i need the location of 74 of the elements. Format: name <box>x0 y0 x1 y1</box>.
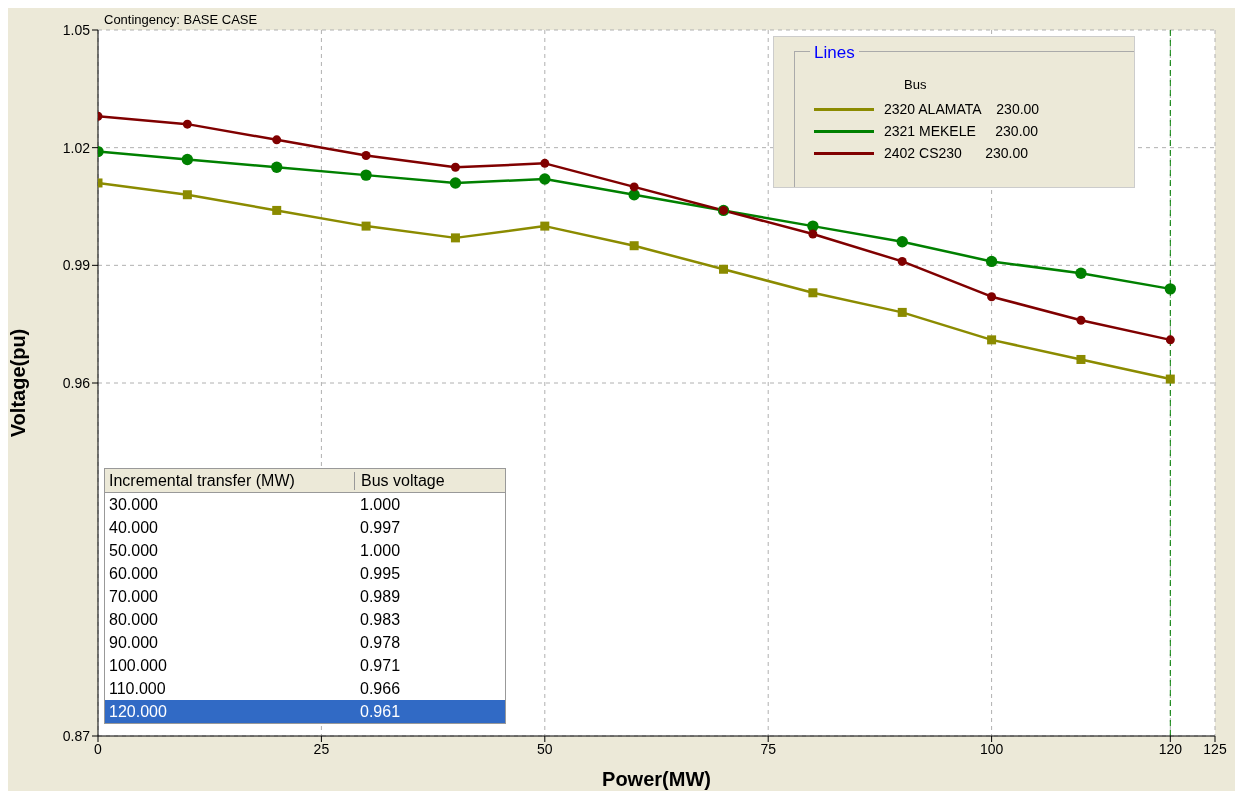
point <box>272 205 282 215</box>
point <box>182 190 192 200</box>
point <box>1164 283 1177 295</box>
legend-title: Lines <box>810 43 859 63</box>
point <box>1165 374 1175 384</box>
point <box>361 221 371 231</box>
annotation: 0.995 <box>359 564 401 583</box>
point <box>808 288 818 298</box>
annotation: Incremental transfer (MW) <box>105 471 355 490</box>
y-tick-label: 1.02 <box>62 139 91 156</box>
annotation: 30.000 <box>108 495 159 514</box>
y-tick-label: 1.05 <box>62 21 91 38</box>
annotation: 0.989 <box>359 587 401 606</box>
x-tick-label: 75 <box>760 740 777 757</box>
point <box>450 162 460 172</box>
point <box>540 158 550 168</box>
annotation: 0.997 <box>359 518 401 537</box>
annotation: 110.000 <box>108 679 167 698</box>
x-tick-label: 50 <box>537 740 553 757</box>
point <box>987 335 997 345</box>
point <box>719 264 729 274</box>
point <box>987 292 997 302</box>
point <box>1076 315 1086 325</box>
point <box>272 135 282 145</box>
point <box>897 256 907 266</box>
annotation: 0.971 <box>359 656 401 675</box>
x-tick-label: 100 <box>979 740 1004 757</box>
x-axis-title: Power(MW) <box>602 768 711 790</box>
chart-title: Contingency: BASE CASE <box>104 12 258 27</box>
annotation: 80.000 <box>108 610 159 629</box>
annotation: 100.000 <box>108 656 168 675</box>
x-tick-label: 125 <box>1203 740 1227 757</box>
point <box>1075 267 1087 279</box>
point <box>271 161 283 173</box>
y-tick-label: 0.87 <box>62 727 91 744</box>
x-tick-label: 120 <box>1158 740 1183 757</box>
annotation: 0.961 <box>359 702 401 721</box>
annotation: 0.983 <box>359 610 401 629</box>
annotation: 50.000 <box>108 541 159 560</box>
point <box>450 233 460 243</box>
legend-label: 2321 MEKELE 230.00 <box>884 123 1039 139</box>
point <box>540 221 550 231</box>
point <box>182 119 192 129</box>
point <box>449 177 462 189</box>
legend-label: 2402 CS230 230.00 <box>884 145 1028 161</box>
y-axis-title: Voltage(pu) <box>7 328 30 438</box>
point <box>985 255 998 268</box>
point <box>361 151 371 161</box>
annotation: 120.000 <box>108 702 168 721</box>
point <box>629 241 639 251</box>
legend-label: 2320 ALAMATA 230.00 <box>884 101 1040 117</box>
annotation: 1.000 <box>359 495 401 514</box>
x-tick-label: 0 <box>94 740 103 757</box>
annotation: 40.000 <box>108 518 159 537</box>
annotation: Bus <box>904 77 927 92</box>
y-tick-label: 0.99 <box>62 257 91 274</box>
annotation: 0.966 <box>359 679 401 698</box>
point <box>808 229 818 239</box>
point <box>539 173 551 185</box>
point <box>896 236 908 248</box>
point <box>1165 335 1175 345</box>
annotation: 0.978 <box>359 633 401 652</box>
x-tick-label: 25 <box>313 740 330 757</box>
annotation: 70.000 <box>108 587 159 606</box>
y-tick-label: 0.96 <box>62 374 91 391</box>
point <box>1076 354 1086 364</box>
annotation: 60.000 <box>108 564 159 583</box>
point <box>181 153 194 166</box>
point <box>897 307 907 317</box>
point <box>629 182 639 192</box>
annotation: 90.000 <box>108 633 159 652</box>
point <box>360 169 372 181</box>
annotation: 1.000 <box>359 541 401 560</box>
annotation: Bus voltage <box>360 471 445 490</box>
